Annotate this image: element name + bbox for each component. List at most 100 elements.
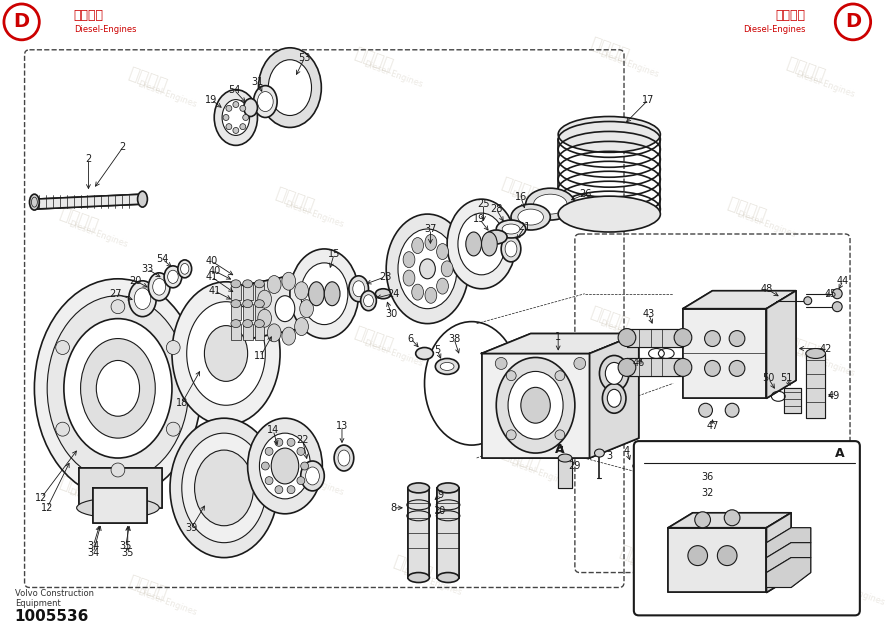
Text: 紧发动力: 紧发动力	[125, 64, 169, 95]
Polygon shape	[683, 291, 796, 309]
Polygon shape	[668, 528, 766, 592]
Text: 紧发动力: 紧发动力	[352, 323, 395, 354]
Text: Diesel-Engines: Diesel-Engines	[284, 468, 345, 498]
Ellipse shape	[255, 320, 264, 328]
Text: 22: 22	[296, 435, 309, 445]
Ellipse shape	[437, 278, 449, 294]
Circle shape	[695, 512, 710, 528]
Ellipse shape	[501, 236, 521, 262]
Polygon shape	[437, 488, 459, 578]
Bar	[243, 284, 253, 300]
Polygon shape	[668, 513, 791, 528]
Text: 3: 3	[606, 451, 612, 461]
Circle shape	[729, 330, 745, 347]
Text: A: A	[836, 447, 845, 460]
Polygon shape	[78, 468, 162, 508]
Ellipse shape	[149, 273, 170, 301]
Ellipse shape	[301, 461, 324, 491]
Text: 35: 35	[122, 548, 134, 558]
Ellipse shape	[518, 209, 544, 225]
Ellipse shape	[267, 276, 281, 293]
Text: 紧发动力: 紧发动力	[352, 45, 395, 75]
Ellipse shape	[187, 301, 265, 405]
Ellipse shape	[295, 282, 309, 300]
Circle shape	[495, 357, 507, 369]
Ellipse shape	[481, 232, 498, 256]
Polygon shape	[408, 488, 430, 578]
Ellipse shape	[267, 324, 281, 342]
Ellipse shape	[96, 360, 140, 416]
Ellipse shape	[254, 85, 277, 117]
Ellipse shape	[441, 362, 454, 371]
Text: 54: 54	[156, 254, 168, 264]
Circle shape	[688, 546, 708, 566]
Ellipse shape	[607, 389, 621, 407]
Ellipse shape	[805, 349, 825, 359]
Ellipse shape	[465, 232, 481, 256]
Ellipse shape	[403, 252, 415, 268]
Text: 54: 54	[228, 85, 240, 95]
Ellipse shape	[290, 249, 359, 338]
Text: 48: 48	[760, 284, 773, 294]
Text: 38: 38	[448, 333, 460, 344]
Text: 25: 25	[477, 199, 490, 209]
Text: Diesel-Engines: Diesel-Engines	[401, 568, 464, 597]
Text: 12: 12	[35, 493, 47, 503]
Text: Diesel-Engines: Diesel-Engines	[736, 478, 797, 508]
Text: 43: 43	[643, 308, 655, 318]
Ellipse shape	[182, 433, 266, 543]
Ellipse shape	[258, 309, 271, 327]
Text: Diesel-Engines: Diesel-Engines	[74, 25, 136, 35]
Text: 紧发动力: 紧发动力	[784, 333, 828, 364]
Text: 14: 14	[267, 425, 279, 435]
Ellipse shape	[435, 359, 459, 374]
Ellipse shape	[595, 449, 604, 457]
Circle shape	[804, 296, 812, 305]
Text: 11: 11	[255, 352, 266, 362]
Ellipse shape	[425, 234, 437, 251]
Text: 31: 31	[251, 77, 263, 87]
Text: 紧发动力: 紧发动力	[813, 562, 857, 593]
Ellipse shape	[300, 300, 313, 318]
Ellipse shape	[416, 347, 433, 359]
Ellipse shape	[172, 282, 280, 425]
Ellipse shape	[77, 498, 159, 517]
Text: 17: 17	[643, 95, 655, 105]
Ellipse shape	[153, 278, 166, 295]
Text: 34: 34	[87, 541, 100, 551]
Polygon shape	[251, 269, 324, 338]
Ellipse shape	[398, 229, 457, 309]
Text: 紧发动力: 紧发动力	[499, 174, 543, 205]
Ellipse shape	[47, 296, 189, 481]
Text: 41: 41	[208, 286, 221, 296]
Ellipse shape	[364, 295, 374, 306]
Text: 12: 12	[41, 503, 53, 513]
Text: 40: 40	[206, 256, 217, 266]
Bar	[255, 323, 264, 340]
Text: 6: 6	[408, 333, 414, 344]
Text: 紧发动力: 紧发动力	[725, 194, 769, 224]
Text: 1005536: 1005536	[15, 609, 89, 624]
Ellipse shape	[282, 273, 295, 290]
Ellipse shape	[258, 290, 271, 308]
Text: 52: 52	[637, 481, 650, 491]
Text: 28: 28	[490, 204, 503, 214]
Circle shape	[233, 102, 239, 107]
Text: 34: 34	[87, 548, 100, 558]
Text: A: A	[555, 443, 565, 456]
Text: Diesel-Engines: Diesel-Engines	[795, 349, 856, 378]
Text: 紧发动力: 紧发动力	[499, 443, 543, 474]
Polygon shape	[766, 528, 811, 558]
Ellipse shape	[600, 355, 629, 391]
Ellipse shape	[502, 224, 520, 234]
Circle shape	[297, 447, 304, 455]
Bar	[243, 304, 253, 320]
Ellipse shape	[511, 204, 550, 230]
Text: 1: 1	[555, 332, 562, 342]
Ellipse shape	[243, 300, 253, 308]
Ellipse shape	[258, 48, 321, 127]
Bar	[255, 284, 264, 300]
Text: 33: 33	[142, 264, 154, 274]
Text: Diesel-Engines: Diesel-Engines	[68, 488, 129, 517]
Ellipse shape	[497, 220, 526, 238]
